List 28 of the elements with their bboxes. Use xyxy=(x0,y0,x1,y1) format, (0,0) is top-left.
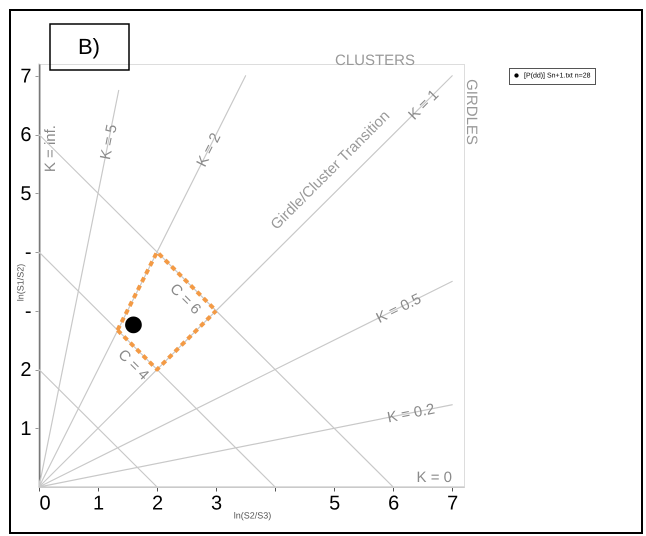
y-tick-label: 1 xyxy=(20,418,32,440)
x-tick-label: 6 xyxy=(388,492,400,514)
y-tick-label: - xyxy=(24,242,32,264)
series-label: K = 0 xyxy=(416,469,452,486)
y-axis-title: ln(S1/S2) xyxy=(16,264,26,302)
y-tick-label: 6 xyxy=(20,124,32,146)
x-tick-label: 5 xyxy=(329,492,340,514)
text: K = 0.2 xyxy=(386,400,436,426)
x-tick-label: 2 xyxy=(152,492,164,514)
text: C = 6 xyxy=(166,280,204,318)
text: K = 0.5 xyxy=(373,290,424,327)
y-tick-label: 5 xyxy=(20,182,32,205)
text: B) xyxy=(78,34,100,59)
text: K = 2 xyxy=(193,130,224,170)
text: K = inf. xyxy=(42,125,59,172)
text: K = 1 xyxy=(405,86,442,124)
x-tick-label: 3 xyxy=(211,492,222,514)
x-tick-label: 7 xyxy=(447,492,458,514)
x-tick-label: 0 xyxy=(40,492,51,514)
text: K = 5 xyxy=(96,123,121,162)
y-tick-label: - xyxy=(24,300,32,322)
text: C = 4 xyxy=(114,346,152,384)
x-axis-title: ln(S2/S3) xyxy=(234,510,272,520)
y-tick-label: 7 xyxy=(20,65,32,88)
x-tick-label: 1 xyxy=(92,492,104,514)
y-tick-label: 2 xyxy=(20,359,32,381)
annotation: CLUSTERS xyxy=(334,52,416,69)
annotation: GIRDLES xyxy=(463,79,480,145)
